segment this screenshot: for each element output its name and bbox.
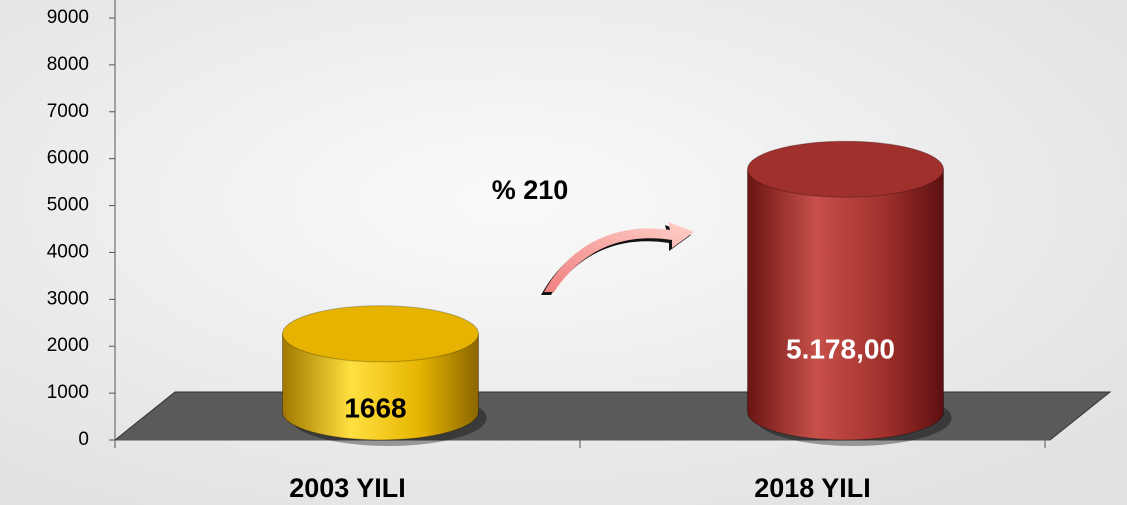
floor	[113, 391, 1112, 441]
x-tick-label: 2018 YILI	[754, 473, 871, 503]
y-tick-label: 5000	[47, 195, 89, 216]
y-tick-label: 8000	[47, 54, 89, 75]
x-tick-label: 2003 YILI	[289, 473, 406, 503]
value-label: 5.178,00	[786, 334, 895, 365]
bar-body	[282, 333, 479, 441]
value-label: 1668	[344, 392, 406, 423]
y-tick-label: 2000	[47, 335, 89, 356]
y-tick-label: 6000	[47, 148, 89, 169]
y-tick-label: 1000	[47, 382, 89, 403]
annotation: % 210	[492, 175, 569, 205]
y-tick-label: 0	[78, 429, 89, 450]
bar-top	[747, 140, 944, 198]
arrow	[541, 222, 694, 295]
bar-top	[282, 305, 479, 363]
y-tick-label: 7000	[47, 101, 89, 122]
y-tick-label: 3000	[47, 288, 89, 309]
y-tick-label: 4000	[47, 241, 89, 262]
y-tick-label: 9000	[47, 7, 89, 28]
bar-body	[747, 168, 944, 441]
